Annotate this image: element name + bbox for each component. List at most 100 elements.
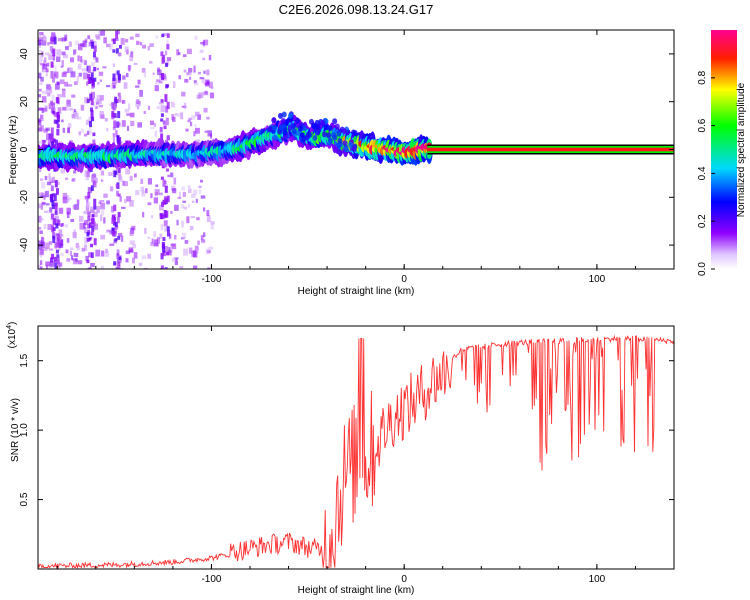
noise-stripe-speck <box>50 127 54 134</box>
noise-speck <box>40 178 44 181</box>
noise-stripe-speck <box>159 213 163 220</box>
noise-stripe-speck <box>88 222 92 228</box>
snr-panel: -100 0 100 0.5 1.0 1.5 Height of straight lin… <box>6 322 675 596</box>
noise-speck <box>106 43 111 48</box>
noise-speck <box>125 73 129 78</box>
noise-speck <box>194 127 200 134</box>
noise-speck <box>73 252 79 257</box>
noise-speck <box>139 89 143 97</box>
noise-speck <box>39 248 44 256</box>
noise-speck <box>193 131 196 137</box>
noise-stripe-speck <box>51 225 55 233</box>
noise-speck <box>202 40 206 47</box>
noise-speck <box>46 181 52 186</box>
noise-speck <box>69 250 72 256</box>
noise-speck <box>67 123 72 129</box>
noise-speck <box>204 130 209 133</box>
noise-speck <box>128 247 134 253</box>
spectrogram-cloud-cell <box>281 111 287 118</box>
noise-stripe-speck <box>90 231 94 236</box>
spectrogram-axes: -100 0 100 -40 -20 0 20 40 <box>19 30 675 285</box>
noise-speck <box>181 220 184 228</box>
noise-speck <box>44 52 50 56</box>
noise-speck <box>96 94 102 102</box>
noise-speck <box>69 57 75 63</box>
noise-speck <box>62 192 68 200</box>
noise-speck <box>179 266 184 269</box>
noise-speck <box>49 261 55 267</box>
noise-speck <box>181 186 186 191</box>
noise-stripe-speck <box>51 204 55 210</box>
noise-stripe-speck <box>165 117 169 126</box>
noise-stripe-speck <box>113 261 117 266</box>
noise-speck <box>121 235 124 242</box>
snr-scale-exp: 4 <box>6 325 13 329</box>
noise-stripe-speck <box>111 217 115 224</box>
noise-speck <box>41 181 46 189</box>
noise-speck <box>176 113 182 117</box>
noise-speck <box>76 76 79 82</box>
noise-speck <box>147 178 152 185</box>
noise-speck <box>54 65 57 73</box>
noise-stripe-speck <box>87 77 91 84</box>
noise-speck <box>130 51 134 58</box>
noise-speck <box>163 220 168 227</box>
snr-marks <box>38 334 674 569</box>
noise-speck <box>121 120 126 127</box>
noise-speck <box>61 119 64 123</box>
noise-speck <box>193 65 196 73</box>
noise-speck <box>141 255 147 260</box>
noise-stripe-speck <box>117 261 121 267</box>
noise-speck <box>48 103 54 110</box>
noise-speck <box>66 258 71 262</box>
noise-speck <box>72 259 78 265</box>
noise-speck <box>42 140 47 143</box>
noise-stripe-speck <box>166 33 170 38</box>
spectrogram-ytick-label: 0 <box>19 146 30 152</box>
noise-speck <box>140 178 144 185</box>
noise-stripe-speck <box>53 193 57 202</box>
noise-speck <box>43 195 46 200</box>
noise-stripe-speck <box>50 61 54 68</box>
noise-stripe-speck <box>112 38 116 45</box>
noise-stripe-speck <box>166 252 170 256</box>
noise-speck <box>115 130 118 137</box>
noise-speck <box>172 257 176 262</box>
noise-speck <box>106 200 110 205</box>
noise-speck <box>47 42 50 46</box>
noise-stripe-speck <box>117 111 121 119</box>
noise-speck <box>124 108 130 113</box>
noise-speck <box>103 217 106 224</box>
noise-speck <box>99 214 103 222</box>
noise-speck <box>56 181 60 185</box>
noise-speck <box>42 36 47 44</box>
noise-stripe-speck <box>160 118 164 122</box>
noise-speck <box>87 35 91 40</box>
noise-stripe-speck <box>118 137 122 145</box>
noise-speck <box>106 85 111 88</box>
noise-stripe-speck <box>91 214 95 218</box>
noise-speck <box>149 61 153 64</box>
noise-speck <box>172 188 177 194</box>
snr-series-line <box>38 334 674 569</box>
noise-speck <box>123 82 128 89</box>
spectrogram-cloud-cell <box>320 119 326 126</box>
noise-speck <box>99 95 104 101</box>
noise-speck <box>90 91 96 99</box>
noise-stripe-speck <box>117 92 121 97</box>
noise-stripe-speck <box>54 203 58 210</box>
noise-speck <box>122 180 125 186</box>
noise-speck <box>73 49 77 54</box>
noise-speck <box>49 46 54 51</box>
noise-speck <box>42 107 47 112</box>
noise-speck <box>45 261 51 267</box>
noise-speck <box>188 188 192 194</box>
noise-speck <box>176 219 179 226</box>
noise-speck <box>147 253 152 259</box>
noise-speck <box>66 199 70 203</box>
noise-stripe-speck <box>160 133 164 142</box>
noise-stripe-speck <box>91 174 95 183</box>
noise-speck <box>160 223 164 231</box>
noise-speck <box>101 250 105 257</box>
noise-speck <box>45 68 49 73</box>
